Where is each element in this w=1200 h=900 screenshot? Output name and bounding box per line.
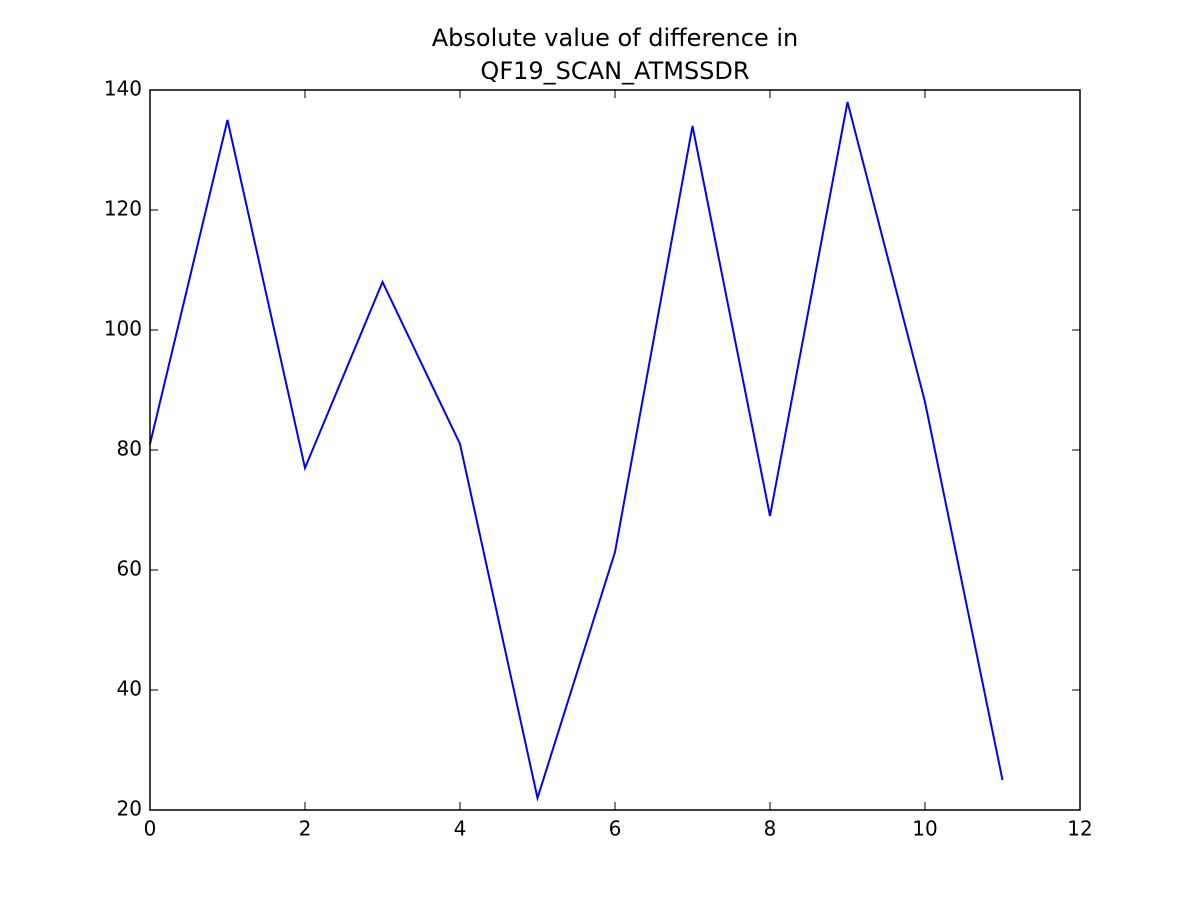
y-tick-label: 40 (117, 677, 142, 701)
y-tick-label: 100 (104, 317, 142, 341)
y-tick-label: 120 (104, 197, 142, 221)
x-tick-label: 12 (1067, 817, 1092, 841)
data-line (149, 101, 1004, 802)
x-tick-label: 2 (299, 817, 312, 841)
x-tick-label: 10 (912, 817, 937, 841)
x-tick-label: 8 (764, 817, 777, 841)
y-tick-label: 60 (117, 557, 142, 581)
y-tick-label: 20 (117, 797, 142, 821)
x-tick-label: 4 (454, 817, 467, 841)
y-tick-label: 80 (117, 437, 142, 461)
plot-frame (149, 89, 1081, 811)
x-tick-label: 0 (144, 817, 157, 841)
y-tick-label: 140 (104, 77, 142, 101)
chart-title: QF19_SCAN_ATMSSDR (480, 57, 749, 85)
chart-title: Absolute value of difference in (432, 24, 798, 52)
x-tick-label: 6 (609, 817, 622, 841)
